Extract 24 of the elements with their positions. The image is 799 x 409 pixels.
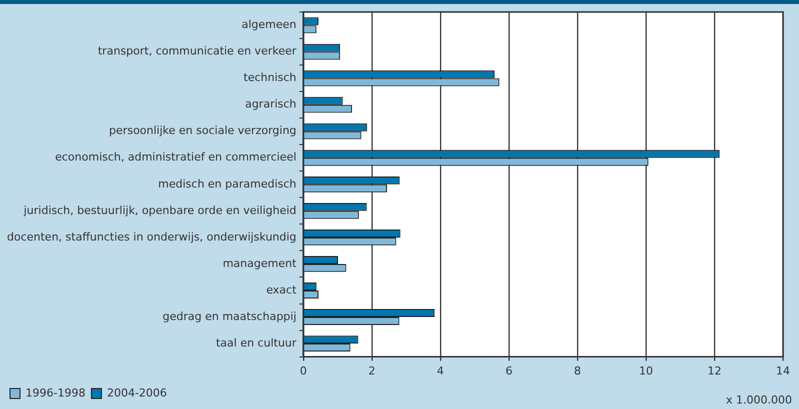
x-tick-label: 8 <box>574 364 581 378</box>
y-tick-label: persoonlijke en sociale verzorging <box>109 124 296 138</box>
y-tick-label: agrarisch <box>245 98 296 111</box>
x-tick-label: 10 <box>638 364 653 378</box>
y-tick-label: juridisch, bestuurlijk, openbare orde en veiligheid <box>22 204 296 217</box>
x-tick-label: 0 <box>300 364 307 378</box>
x-tick-label: 12 <box>707 364 722 378</box>
y-tick-label: gedrag en maatschappij <box>162 310 296 323</box>
y-tick-label: transport, communicatie en verkeer <box>98 44 297 58</box>
y-tick-label: economisch, administratief en commercieel <box>55 150 296 164</box>
legend-label: 1996-1998 <box>26 386 86 400</box>
y-tick-label: taal en cultuur <box>216 336 297 350</box>
x-tick-label: 2 <box>368 364 376 378</box>
y-tick-label: algemeen <box>242 18 296 32</box>
y-tick-label: exact <box>266 283 298 296</box>
y-tick-label: management <box>222 256 298 270</box>
y-tick-label: medisch en paramedisch <box>158 177 296 190</box>
legend-label: 2004-2006 <box>106 386 167 400</box>
x-tick-label: 6 <box>505 364 512 378</box>
x-tick-label: 4 <box>436 364 444 378</box>
y-tick-label: technisch <box>244 71 296 84</box>
text: x 1.000.000 <box>726 393 792 406</box>
x-tick-label: 14 <box>776 364 790 378</box>
y-tick-label: docenten, staffuncties in onderwijs, onderwijskundig <box>7 230 296 244</box>
